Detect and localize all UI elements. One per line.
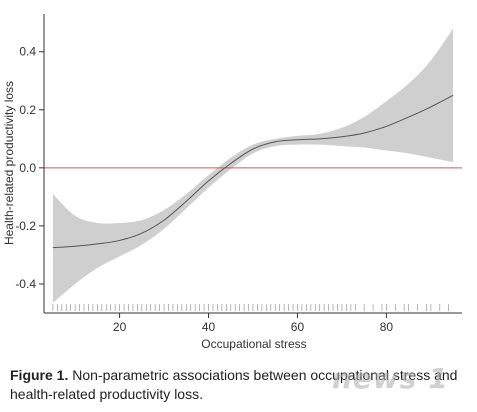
- x-tick-label: 80: [380, 320, 394, 334]
- x-tick-label: 20: [113, 320, 127, 334]
- confidence-band: [52, 28, 454, 303]
- y-tick-label: 0.4: [19, 45, 36, 59]
- series-line: [52, 94, 454, 249]
- confidence-band-layer: [52, 28, 454, 303]
- y-tick-label: -0.2: [15, 219, 36, 233]
- y-axis-title: Health-related productivity loss: [2, 81, 16, 245]
- y-tick-label: -0.4: [15, 277, 36, 291]
- x-tick-label: 60: [291, 320, 305, 334]
- series-line-layer: [52, 94, 454, 249]
- y-tick-label: 0.2: [19, 103, 36, 117]
- caption-text: Non-parametric associations between occu…: [10, 367, 458, 402]
- caption-label: Figure 1.: [10, 367, 69, 383]
- x-axis-title: Occupational stress: [201, 337, 306, 351]
- x-tick-label: 40: [202, 320, 216, 334]
- axis-layer: -0.4 -0.2 0.0 0.2 0.4 20 40 60 80: [15, 14, 462, 334]
- y-tick-label: 0.0: [19, 161, 36, 175]
- figure-caption: Figure 1. Non-parametric associations be…: [10, 366, 470, 404]
- chart: -0.4 -0.2 0.0 0.2 0.4 20 40 60 80 Occupational s…: [2, 14, 462, 351]
- rug-layer: [52, 304, 450, 311]
- watermark-logo: news 1: [332, 362, 449, 395]
